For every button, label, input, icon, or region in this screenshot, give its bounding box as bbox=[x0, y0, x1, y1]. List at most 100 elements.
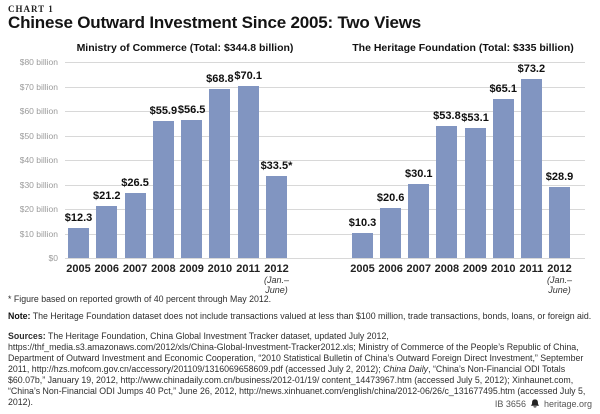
y-tick-label: $10 billion bbox=[19, 228, 58, 239]
document-id: IB 3656 bbox=[494, 399, 526, 409]
y-tick-label: $30 billion bbox=[19, 179, 58, 190]
gridline bbox=[65, 86, 585, 88]
heritage-bell-icon bbox=[530, 399, 540, 409]
bar bbox=[492, 98, 514, 258]
x-axis-sublabel: June) bbox=[548, 285, 571, 296]
bar-column: $65.1 2010 bbox=[489, 62, 517, 275]
bar-value-label: $12.3 bbox=[64, 211, 93, 224]
sources-label: Sources: bbox=[8, 331, 46, 341]
x-axis-sublabel: (Jan.– bbox=[263, 275, 289, 286]
sources-segment: The Heritage Foundation, China Global In… bbox=[8, 331, 584, 374]
gridline bbox=[65, 209, 585, 210]
x-axis-label: 2007 bbox=[122, 263, 148, 275]
bar-column: $21.2 2006 bbox=[93, 62, 121, 275]
bar-column: $55.9 2008 bbox=[150, 62, 178, 275]
x-axis-label: 2006 bbox=[378, 263, 403, 275]
gridline bbox=[65, 111, 585, 112]
x-axis-label: 2008 bbox=[434, 263, 460, 275]
bar-value-label: $68.8 bbox=[206, 73, 234, 86]
y-tick-label: $50 billion bbox=[19, 130, 58, 141]
bar-chart: $80 billion $70 billion $60 billion $50 bil… bbox=[0, 57, 600, 296]
y-tick-label: $70 billion bbox=[19, 81, 58, 92]
gridline bbox=[65, 258, 585, 259]
y-axis: $80 billion $70 billion $60 billion $50 bil… bbox=[0, 57, 58, 263]
bar-value-label: $70.1 bbox=[234, 70, 262, 83]
x-axis-label: 2009 bbox=[179, 263, 204, 275]
bar-column: $20.6 2006 bbox=[377, 62, 405, 275]
y-tick-label: $60 billion bbox=[19, 106, 58, 116]
gridline bbox=[65, 62, 585, 63]
bar-group: $12.3 2005 $21.2 2006 $26.5 2007 $55.9 2008 $56.… bbox=[65, 62, 293, 296]
bar-column: $73.2 2011 bbox=[518, 62, 546, 275]
bar-column: $53.8 2008 bbox=[433, 62, 461, 275]
y-tick-label: $20 billion bbox=[19, 204, 58, 214]
bar-value-label: $55.9 bbox=[149, 105, 178, 118]
gridline bbox=[65, 233, 585, 235]
bar bbox=[520, 78, 542, 258]
panel-title-ministry-of-commerce: Ministry of Commerce (Total: $344.8 bill… bbox=[76, 42, 294, 54]
page-footer: IB 3656 heritage.org bbox=[495, 399, 592, 409]
x-axis-label: 2005 bbox=[350, 263, 375, 275]
bar bbox=[209, 89, 231, 258]
x-axis-label: 2005 bbox=[66, 263, 91, 275]
bar-column: $56.5 2009 bbox=[178, 62, 206, 275]
bar bbox=[548, 187, 570, 258]
x-axis-label: 2009 bbox=[462, 263, 488, 275]
panel-title-heritage-foundation: The Heritage Foundation (Total: $335 bil… bbox=[352, 42, 574, 54]
x-axis-label: 2012 (Jan.– June) bbox=[546, 263, 572, 296]
bar-column: $30.1 2007 bbox=[405, 62, 433, 275]
bar-value-label: $10.3 bbox=[348, 216, 377, 229]
bar bbox=[464, 127, 486, 258]
site-url: heritage.org bbox=[543, 399, 592, 409]
bar-value-label: $21.2 bbox=[93, 190, 121, 203]
bar bbox=[124, 193, 146, 258]
chart-kicker: CHART 1 bbox=[8, 4, 54, 14]
x-axis-label: 2007 bbox=[406, 263, 432, 275]
bar bbox=[352, 232, 373, 258]
x-axis-label: 2011 bbox=[236, 263, 261, 275]
bar bbox=[152, 121, 174, 258]
gridline bbox=[65, 184, 585, 186]
bar-column: $12.3 2005 bbox=[65, 62, 93, 275]
bar-value-label: $28.9 bbox=[545, 171, 574, 184]
bar-column: $26.5 2007 bbox=[121, 62, 149, 275]
bar bbox=[68, 227, 89, 258]
asterisk-footnote: * Figure based on reported growth of 40 … bbox=[8, 294, 272, 304]
x-axis-label: 2008 bbox=[151, 263, 176, 275]
bar-value-label: $73.2 bbox=[517, 62, 546, 75]
note-label: Note: bbox=[8, 311, 31, 321]
y-tick-label: $80 billion bbox=[19, 57, 58, 67]
bar-value-label: $33.5* bbox=[260, 159, 293, 172]
bar-column: $70.1 2011 bbox=[234, 62, 262, 275]
sources-segment: , “China’s Non-Financial ODI Totals $60.… bbox=[8, 363, 586, 407]
bar bbox=[380, 207, 402, 258]
bar-value-label: $20.6 bbox=[376, 191, 405, 204]
page-title: Chinese Outward Investment Since 2005: T… bbox=[8, 13, 422, 32]
bar-column: $33.5* 2012 (Jan.– June) bbox=[261, 62, 293, 296]
x-axis-label: 2010 bbox=[490, 263, 516, 275]
x-axis-label: 2012 (Jan.– June) bbox=[263, 263, 289, 296]
bar bbox=[181, 119, 203, 258]
x-axis-label: 2011 bbox=[519, 263, 544, 275]
bar-value-label: $30.1 bbox=[405, 168, 433, 181]
y-tick-label: $0 bbox=[48, 253, 58, 263]
y-tick-label: $40 billion bbox=[19, 155, 58, 165]
bar-value-label: $65.1 bbox=[489, 82, 517, 95]
x-axis-sublabel: June) bbox=[265, 285, 288, 296]
bar-value-label: $26.5 bbox=[121, 177, 149, 190]
bar-value-label: $53.8 bbox=[433, 110, 461, 123]
sources-segment: China Daily bbox=[383, 363, 429, 374]
bar bbox=[237, 86, 259, 258]
bar-group: $10.3 2005 $20.6 2006 $30.1 2007 $53.8 2008 $53.… bbox=[349, 62, 574, 296]
sources-text: Sources: The Heritage Foundation, China … bbox=[8, 331, 592, 408]
bar-column: $53.1 2009 bbox=[461, 62, 489, 275]
x-axis-label: 2006 bbox=[94, 263, 120, 275]
x-axis-sublabel: (Jan.– bbox=[546, 275, 572, 286]
bar-column: $10.3 2005 bbox=[349, 62, 377, 275]
bar bbox=[96, 206, 118, 258]
bar-value-label: $56.5 bbox=[177, 103, 206, 116]
bar-column: $68.8 2010 bbox=[206, 62, 234, 275]
bar bbox=[436, 126, 458, 258]
x-axis-label: 2010 bbox=[207, 263, 233, 275]
